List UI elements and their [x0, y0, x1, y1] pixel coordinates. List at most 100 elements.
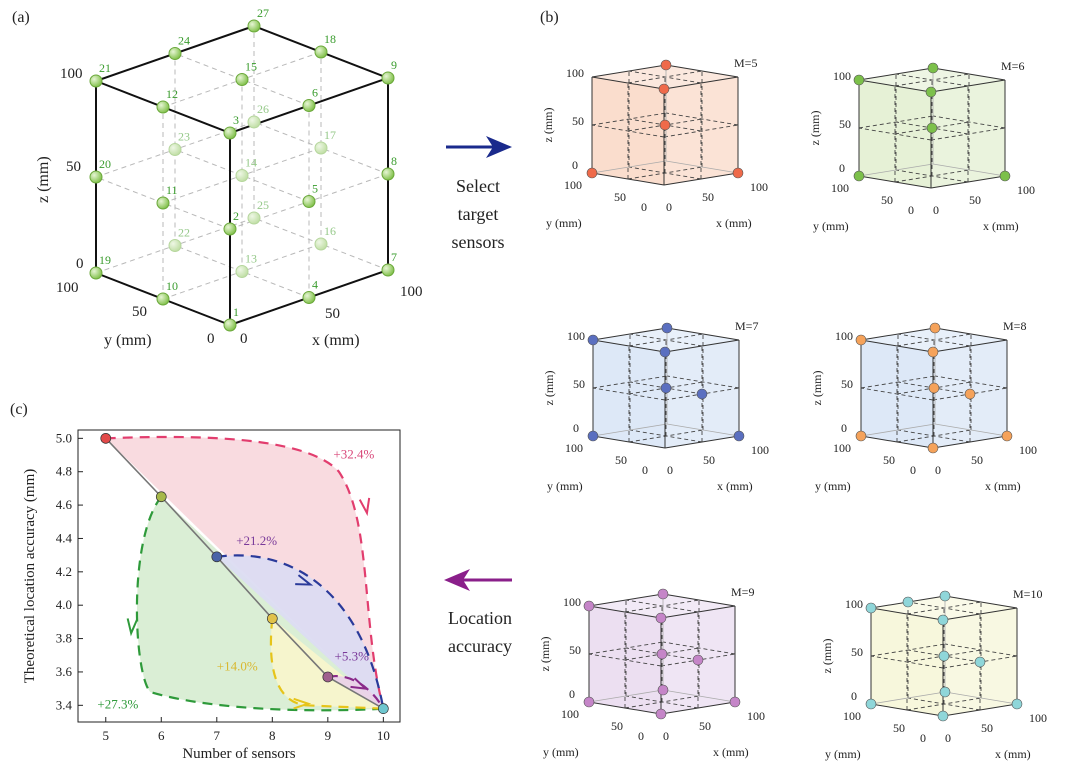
- sensor-label: 21: [99, 61, 111, 75]
- cube-edge: [660, 605, 736, 619]
- sensor-dot: [235, 73, 249, 86]
- sensor-dot: [168, 143, 182, 156]
- cube-title: M=7: [735, 319, 758, 333]
- selected-sensor: [927, 442, 939, 454]
- x-axis-title: x (mm): [995, 747, 1031, 761]
- sensor-label: 16: [324, 224, 336, 238]
- cube-edge: [944, 595, 1018, 609]
- curve-violet: [327, 674, 385, 710]
- data-point: [266, 613, 278, 624]
- y-tick-label: 4.0: [56, 597, 72, 612]
- selected-sensor: [661, 322, 673, 334]
- x-tick-100: 100: [747, 709, 765, 723]
- sensor-dot: [302, 195, 316, 208]
- grid-line: [932, 115, 1006, 129]
- y-tick-label: 4.4: [56, 530, 73, 545]
- grid-line-y: [253, 217, 389, 271]
- selected-sensor: [660, 59, 672, 71]
- y-tick-50: 50: [614, 190, 626, 204]
- sensor-dot: [156, 292, 170, 306]
- selected-sensor: [659, 119, 671, 131]
- x-tick-label: 6: [158, 728, 165, 743]
- x-tick-50: 50: [969, 193, 981, 207]
- sensor-label: 27: [257, 6, 269, 20]
- cube-hidden-edge: [588, 689, 664, 703]
- z-tick-0: 0: [76, 256, 84, 272]
- sensor-label: 19: [99, 253, 111, 267]
- cube-edge: [591, 172, 665, 186]
- data-point: [155, 491, 167, 503]
- selected-sensor: [732, 167, 744, 179]
- cube-hidden-edge: [592, 423, 668, 437]
- z-tick-50: 50: [572, 114, 584, 128]
- y-axis-title: y (mm): [543, 745, 579, 759]
- y-tick-50: 50: [611, 719, 623, 733]
- z-tick-100: 100: [567, 329, 585, 343]
- sensor-label: 18: [324, 32, 336, 46]
- x-tick-50: 50: [325, 306, 340, 322]
- x-tick-label: 9: [325, 728, 332, 743]
- sensor-dot: [89, 74, 103, 88]
- cube-edge: [588, 605, 662, 619]
- z-axis-title: z (mm): [810, 371, 824, 406]
- y-tick-100: 100: [565, 441, 583, 455]
- selected-sensor: [655, 708, 667, 720]
- cube-edge: [932, 67, 1006, 81]
- z-tick-50: 50: [573, 377, 585, 391]
- selected-sensor: [1001, 430, 1013, 442]
- selected-sensor: [974, 656, 986, 668]
- cube-edge: [858, 79, 932, 93]
- x-axis-title: x (mm): [985, 479, 1021, 493]
- y-axis-title: y (mm): [815, 479, 851, 493]
- sensor-dot: [168, 47, 182, 60]
- x-tick-100: 100: [751, 443, 769, 457]
- selected-sensor: [659, 346, 671, 358]
- grid-line: [907, 601, 981, 615]
- selected-sensor: [729, 696, 741, 708]
- y-tick-50: 50: [881, 193, 893, 207]
- x-tick-label: 5: [103, 728, 110, 743]
- sensor-dot: [156, 196, 170, 210]
- panel-a-cube: 1231011121920214561314152223247891617182…: [35, 6, 423, 349]
- sensor-label: 24: [178, 34, 190, 48]
- x-tick-100: 100: [1019, 443, 1037, 457]
- x-tick-0: 0: [663, 729, 669, 743]
- selected-sensor: [656, 648, 668, 660]
- x-axis-title: x (mm): [716, 216, 752, 230]
- annotation-label: +14.0%: [217, 658, 258, 673]
- z-tick-0: 0: [839, 161, 845, 175]
- selected-sensor: [927, 346, 939, 358]
- y-tick-50: 50: [132, 304, 147, 320]
- cube-edge: [858, 175, 932, 189]
- cube-edge: [942, 607, 1018, 621]
- sensor-dot: [89, 266, 103, 280]
- sensor-label: 6: [312, 86, 318, 100]
- cube-edge: [870, 607, 944, 621]
- select-text-2: target: [458, 204, 499, 224]
- z-tick-100: 100: [566, 66, 584, 80]
- cube-hidden-edge: [870, 691, 946, 705]
- y-tick-label: 4.8: [56, 464, 72, 479]
- sensor-dot: [314, 141, 328, 155]
- sensor-label: 17: [324, 128, 336, 142]
- selected-sensor: [902, 596, 914, 608]
- grid-line: [934, 375, 1008, 389]
- cube-edge: [934, 327, 1008, 341]
- cube-edge: [588, 593, 664, 607]
- sensor-label: 1: [233, 305, 239, 319]
- z-tick-50: 50: [66, 159, 81, 175]
- select-text-3: sensors: [452, 232, 505, 252]
- z-tick-0: 0: [569, 687, 575, 701]
- cube-title: M=6: [1001, 59, 1024, 73]
- grid-line-y: [253, 121, 389, 175]
- cube-edge: [592, 339, 666, 353]
- sensor-label: 13: [245, 252, 257, 266]
- grid-line: [860, 375, 936, 389]
- cube-title: M=10: [1013, 587, 1042, 601]
- x-tick-50: 50: [702, 190, 714, 204]
- arrow-green: [126, 618, 139, 637]
- data-point: [377, 703, 389, 715]
- region-green: [136, 496, 384, 711]
- sensor-label: 12: [166, 87, 178, 101]
- cube-hidden-edge: [858, 163, 934, 177]
